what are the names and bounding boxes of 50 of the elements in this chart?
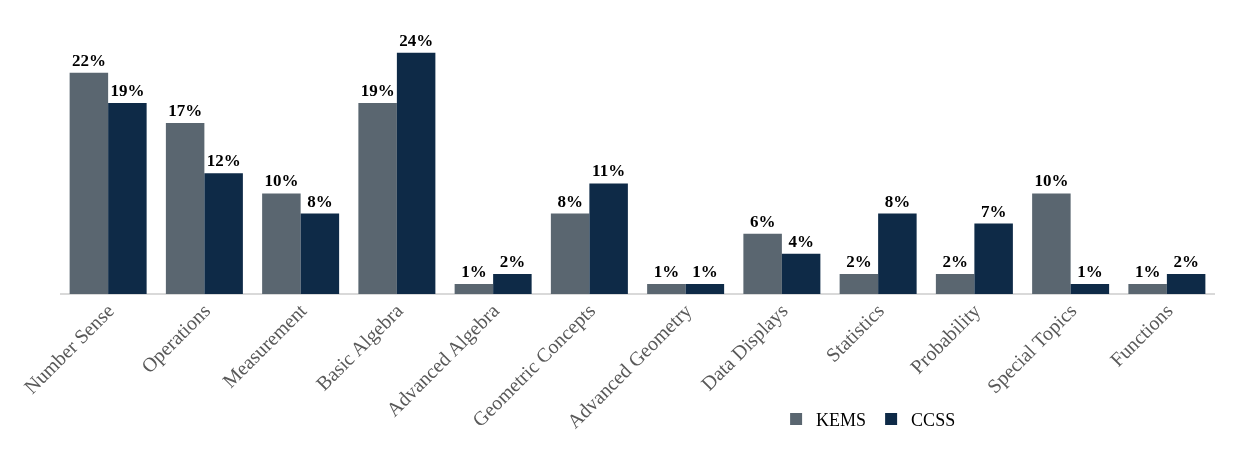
bar bbox=[108, 102, 147, 294]
bar bbox=[743, 233, 782, 294]
bar bbox=[1070, 283, 1110, 294]
data-label: 2% bbox=[499, 251, 526, 271]
bar bbox=[685, 283, 725, 294]
data-label: 19% bbox=[110, 80, 145, 100]
data-label: 1% bbox=[653, 261, 680, 281]
bar bbox=[589, 183, 628, 294]
data-label: 1% bbox=[461, 261, 487, 281]
bar bbox=[1032, 193, 1071, 294]
bar bbox=[396, 52, 436, 294]
data-label: 2% bbox=[1173, 251, 1199, 271]
data-label: 1% bbox=[1077, 261, 1103, 281]
bar bbox=[781, 253, 821, 294]
legend-label: CCSS bbox=[911, 409, 956, 430]
data-label: 8% bbox=[557, 191, 583, 211]
data-label: 11% bbox=[592, 161, 626, 181]
data-label: 19% bbox=[360, 80, 395, 100]
bar bbox=[935, 273, 975, 294]
bar bbox=[493, 273, 532, 294]
data-label: 7% bbox=[980, 201, 1007, 221]
data-label: 10% bbox=[264, 171, 299, 191]
bar bbox=[1166, 273, 1206, 294]
bar bbox=[165, 123, 205, 294]
bar bbox=[454, 283, 494, 294]
bar bbox=[647, 283, 686, 294]
data-label: 12% bbox=[206, 151, 241, 171]
data-label: 10% bbox=[1034, 171, 1069, 191]
bar bbox=[839, 273, 879, 294]
bar bbox=[878, 213, 917, 294]
data-label: 4% bbox=[788, 231, 814, 251]
bar bbox=[358, 102, 397, 294]
data-label: 6% bbox=[749, 211, 776, 231]
legend-label: KEMS bbox=[816, 409, 867, 430]
data-label: 8% bbox=[884, 191, 911, 211]
data-label: 17% bbox=[168, 101, 203, 121]
bar bbox=[974, 223, 1013, 294]
bar bbox=[1128, 283, 1167, 294]
data-label: 22% bbox=[71, 50, 106, 70]
data-label: 8% bbox=[307, 191, 333, 211]
data-label: 1% bbox=[692, 261, 718, 281]
bar bbox=[69, 72, 109, 294]
bar bbox=[550, 213, 590, 294]
bar bbox=[262, 193, 301, 294]
bar bbox=[300, 213, 340, 294]
data-label: 24% bbox=[399, 30, 434, 50]
data-label: 1% bbox=[1134, 261, 1161, 281]
bar bbox=[204, 173, 243, 294]
data-label: 2% bbox=[942, 251, 968, 271]
data-label: 2% bbox=[846, 251, 872, 271]
